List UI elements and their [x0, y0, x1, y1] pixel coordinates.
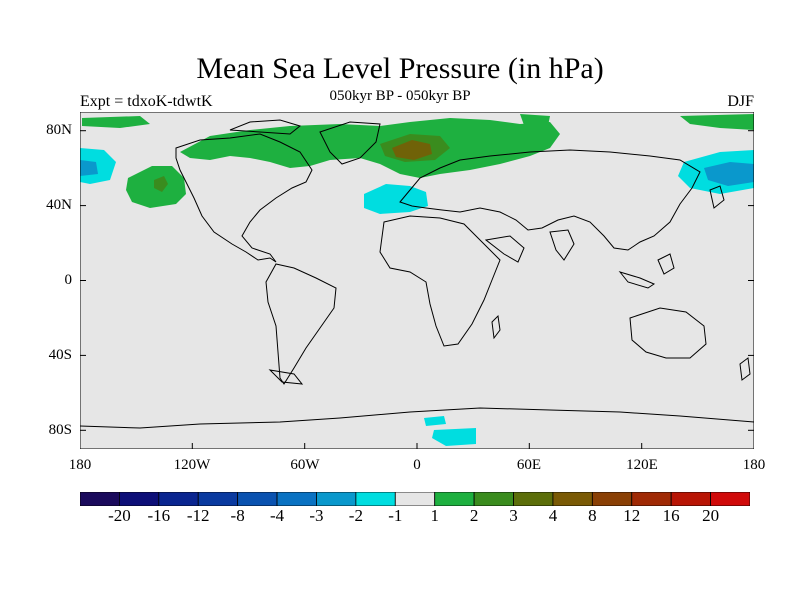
axis-ticks [80, 130, 754, 449]
lat-tick-label: 40S [48, 347, 72, 363]
colorbar-swatch [710, 492, 750, 506]
lat-tick-label: 0 [64, 272, 73, 288]
anomaly-positive-arctic-east2 [680, 114, 754, 130]
colorbar-swatch [80, 492, 120, 506]
colorbar-label: -3 [309, 506, 324, 525]
lat-tick-label: 40N [46, 197, 72, 213]
colorbar-label: -8 [230, 506, 245, 525]
colorbar-swatch [119, 492, 160, 506]
colorbar-swatch [670, 492, 711, 506]
lon-tick-label: 120W [173, 457, 211, 473]
colorbar-label: -12 [186, 506, 210, 525]
colorbar-swatch [434, 492, 475, 506]
colorbar-swatch [276, 492, 317, 506]
colorbar-label: 8 [588, 506, 597, 525]
colorbar-label: 1 [430, 506, 439, 525]
colorbar-label: 16 [662, 506, 680, 525]
colorbar-swatch [631, 492, 672, 506]
colorbar-label: -20 [108, 506, 131, 525]
colorbar-swatch [473, 492, 514, 506]
anomaly-negative-antarctic [424, 416, 446, 426]
anomaly-negative-antarctic-2 [432, 428, 476, 446]
colorbar-swatch [394, 492, 436, 506]
lon-tick-label: 120E [626, 457, 658, 473]
colorbar-label: -2 [348, 506, 363, 525]
season-label: DJF [727, 93, 754, 110]
lon-tick-label: 0 [413, 457, 421, 473]
colorbar-swatch [513, 492, 554, 506]
colorbar-label: 3 [509, 506, 518, 525]
anomaly-positive-arctic [82, 116, 150, 128]
colorbar-label: 2 [469, 506, 479, 525]
colorbar-label: 4 [548, 506, 558, 525]
plot-subtitle: 050kyr BP - 050kyr BP [329, 88, 471, 104]
lon-tick-label: 180 [68, 457, 92, 473]
lon-tick-label: 180 [742, 457, 766, 473]
colorbar-label: -4 [269, 506, 285, 525]
colorbar-label: -1 [388, 506, 403, 525]
anomaly-negative-east-asia-medium [704, 162, 754, 186]
lat-tick-label: 80S [48, 422, 72, 438]
coastlines [80, 119, 754, 429]
colorbar-swatch [355, 492, 396, 506]
lon-tick-label: 60W [290, 457, 320, 473]
lon-tick-label: 60E [516, 457, 542, 473]
lat-tick-label: 80N [46, 122, 72, 138]
colorbar-label: 20 [702, 506, 720, 525]
plot-title: Mean Sea Level Pressure (in hPa) [196, 52, 604, 85]
colorbar-swatch [591, 492, 633, 506]
colorbar-swatch [158, 492, 199, 506]
experiment-label: Expt = tdxoK-tdwtK [80, 93, 213, 110]
colorbar-swatch [197, 492, 239, 506]
colorbar-swatch [237, 492, 278, 506]
colorbar-label: 12 [623, 506, 641, 525]
colorbar-swatch [316, 492, 357, 506]
anomaly-negative-west-medium [80, 160, 98, 176]
anomaly-strong-north-atlantic [392, 140, 432, 160]
colorbar-swatch [552, 492, 593, 506]
world-map [80, 112, 754, 449]
colorbar [80, 492, 750, 506]
colorbar-label: -16 [147, 506, 171, 525]
anomaly-medium-north-pacific [154, 176, 168, 192]
